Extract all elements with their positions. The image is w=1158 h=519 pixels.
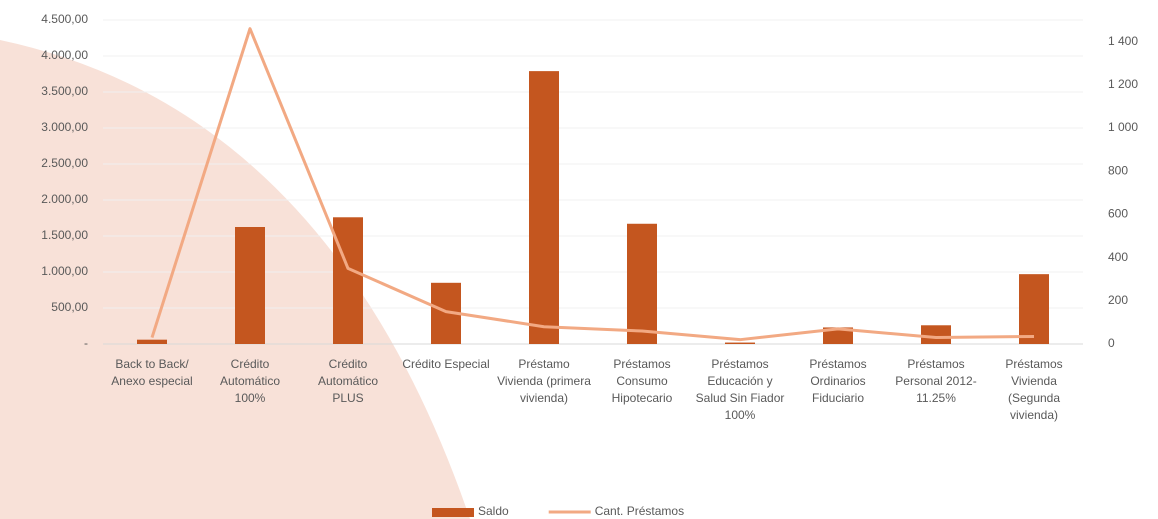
x-tick-label: Préstamos Personal 2012-11.25% [895,357,977,405]
y2-tick-label: 1 400 [1108,34,1138,48]
y-tick-label: 2.000,00 [41,192,88,206]
bar [627,223,657,344]
y-tick-label: 500,00 [51,300,88,314]
y-tick-label: 3.500,00 [41,84,88,98]
y2-tick-label: 800 [1108,163,1128,177]
legend-label: Cant. Préstamos [595,504,684,518]
bar [921,325,951,344]
x-tick-label: Préstamos Educación y Salud Sin Fiador 1… [695,357,785,422]
y2-tick-label: 0 [1108,336,1115,350]
y2-tick-label: 200 [1108,293,1128,307]
y-tick-label: 1.500,00 [41,228,88,242]
y2-tick-label: 600 [1108,207,1128,221]
x-tick-label: Préstamos Consumo Hipotecario [611,357,673,405]
legend-swatch [432,508,474,517]
x-tick-label: Crédito Automático 100% [219,357,281,405]
bar [529,71,559,345]
bar [1019,274,1049,344]
y-tick-label: 2.500,00 [41,156,88,170]
x-tick-label: Préstamos Vivienda (Segunda vivienda) [1005,357,1063,422]
y-tick-label: 1.000,00 [41,264,88,278]
bar [137,339,167,344]
y-tick-label: 4.500,00 [41,12,88,26]
x-tick-label: Back to Back/ Anexo especial [111,357,193,388]
legend-label: Saldo [478,504,509,518]
line [150,27,1035,342]
y-tick-label: 4.000,00 [41,48,88,62]
x-tick-label: Crédito Automático PLUS [317,357,379,405]
x-tick-label: Crédito Especial [402,357,490,371]
x-tick-label: Préstamo Vivienda (primera vivienda) [497,357,591,405]
y2-tick-label: 400 [1108,250,1128,264]
y2-tick-label: 1 200 [1108,77,1138,91]
y-tick-label: - [84,336,88,350]
y2-tick-label: 1 000 [1108,120,1138,134]
y-tick-label: 3.000,00 [41,120,88,134]
x-tick-label: Préstamos Ordinarios Fiduciario [809,357,867,405]
bar [725,342,755,344]
bar [333,217,363,344]
bar [235,227,265,344]
bar [823,327,853,344]
